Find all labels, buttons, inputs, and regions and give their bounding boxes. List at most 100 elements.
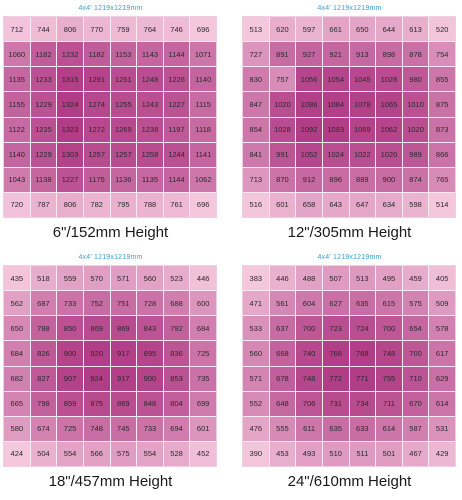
grid-cell: 1315 [57,67,83,92]
grid-cell: 900 [57,341,83,366]
grid-cell: 1257 [110,142,137,167]
grid-cell: 855 [429,67,455,92]
grid-cell: 1122 [4,117,30,142]
grid-cell: 912 [296,167,322,192]
grid-cell: 731 [322,391,349,416]
grid-cell: 869 [110,316,137,341]
grid-cell: 570 [83,266,110,291]
grid-cell: 700 [296,316,322,341]
grid-cell: 688 [163,291,190,316]
grid-cell: 637 [269,316,296,341]
grid-cell: 854 [243,117,269,142]
grid-cell: 1197 [163,117,190,142]
grid-cell: 1135 [137,167,163,192]
grid-cell: 684 [4,341,30,366]
height-caption: 12"/305mm Height [287,224,412,241]
grid-cell: 1255 [110,92,137,117]
grid-cell: 913 [349,42,376,67]
size-label: 4x4' 1219x1219mm [317,254,382,261]
grid-cell: 627 [322,291,349,316]
grid-cell: 787 [30,192,57,217]
grid-cell: 700 [376,316,402,341]
grid-cell: 1092 [296,117,322,142]
grid-cell: 1182 [83,42,110,67]
grid-cell: 598 [402,192,429,217]
grid-cell: 1274 [83,92,110,117]
grid-cell: 768 [349,341,376,366]
grid-cell: 1244 [163,142,190,167]
grid-cell: 601 [269,192,296,217]
grid-cell: 561 [269,291,296,316]
grid-cell: 907 [57,366,83,391]
grid-cell: 1020 [402,117,429,142]
grid-cell: 507 [322,266,349,291]
grid-cell: 740 [296,341,322,366]
grid-cell: 770 [83,17,110,42]
grid-cell: 575 [402,291,429,316]
grid-cell: 921 [322,42,349,67]
grid-cell: 891 [269,42,296,67]
grid-cell: 792 [163,316,190,341]
grid-cell: 847 [243,92,269,117]
grid-cell: 1028 [269,117,296,142]
grid-cell: 874 [402,167,429,192]
grid-cell: 853 [163,366,190,391]
grid-cell: 806 [57,17,83,42]
grid-cell: 1043 [4,167,30,192]
grid-cell: 604 [296,291,322,316]
grid-cell: 1175 [83,167,110,192]
grid-cell: 1135 [4,67,30,92]
grid-cell: 873 [429,117,455,142]
grid-cell: 684 [190,316,216,341]
grid-cell: 878 [402,42,429,67]
grid-cell: 859 [57,391,83,416]
grid-cell: 560 [137,266,163,291]
grid-cell: 571 [243,366,269,391]
grid-cell: 405 [429,266,455,291]
grid-cell: 513 [243,17,269,42]
grid-cell: 620 [269,17,296,42]
grid-cell: 560 [243,341,269,366]
grid-cell: 896 [322,167,349,192]
grid-cell: 1303 [57,142,83,167]
grid-cell: 1235 [30,117,57,142]
grid-cell: 768 [322,341,349,366]
grid-cell: 635 [322,416,349,441]
grid-cell: 869 [83,316,110,341]
grid-cell: 518 [30,266,57,291]
grid-cell: 1054 [322,67,349,92]
grid-cell: 927 [296,42,322,67]
grid-cell: 1020 [376,142,402,167]
grid-cell: 836 [163,341,190,366]
size-label: 4x4' 1219x1219mm [78,254,143,261]
grid-cell: 650 [4,316,30,341]
grid-cell: 765 [429,167,455,192]
grid-cell: 712 [4,17,30,42]
grid-cell: 647 [349,192,376,217]
grid-cell: 597 [296,17,322,42]
grid-cell: 562 [4,291,30,316]
grid-cell: 668 [269,341,296,366]
grid-cell: 1056 [296,67,322,92]
grid-cell: 746 [163,17,190,42]
grid-cell: 772 [322,366,349,391]
grid-cell: 724 [349,316,376,341]
grid-cell: 523 [163,266,190,291]
grid-cell: 924 [83,366,110,391]
grid-cell: 761 [163,192,190,217]
grid-cell: 843 [137,316,163,341]
grid-cell: 1153 [110,42,137,67]
grid-cell: 806 [57,192,83,217]
grid-cell: 1093 [322,117,349,142]
grid-cell: 650 [349,17,376,42]
grid-cell: 528 [163,441,190,466]
grid-cell: 917 [110,341,137,366]
grid-cell: 634 [376,192,402,217]
grid-cell: 643 [322,192,349,217]
grid-cell: 900 [376,167,402,192]
grid-cell: 554 [137,441,163,466]
grid-cell: 435 [4,266,30,291]
grid-cell: 555 [269,416,296,441]
grid-cell: 510 [322,441,349,466]
grid-cell: 648 [269,391,296,416]
